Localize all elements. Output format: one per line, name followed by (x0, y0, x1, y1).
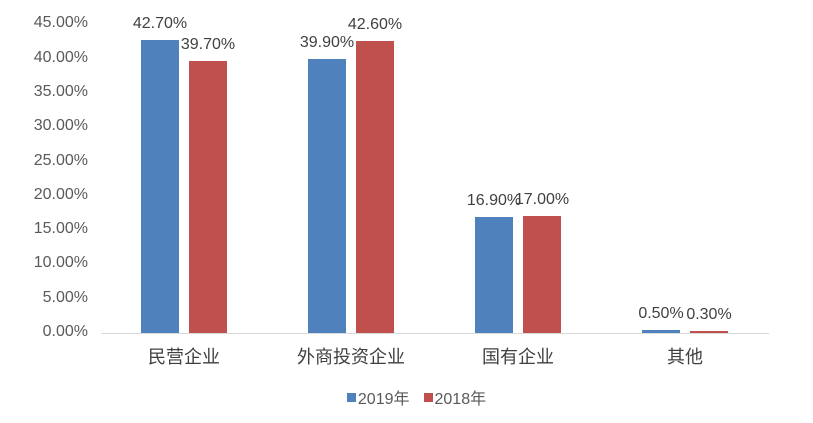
bar-2018年 (356, 40, 394, 333)
bar-2018年 (690, 330, 728, 333)
legend-item: 2019年 (346, 385, 410, 409)
x-axis-line (101, 333, 769, 334)
x-tick-label: 外商投资企业 (297, 347, 405, 367)
bar-2018年 (189, 60, 227, 333)
data-label: 16.90% (466, 192, 522, 210)
data-label: 0.30% (686, 305, 732, 323)
y-tick-label: 25.00% (33, 151, 88, 169)
bar-2019年 (475, 217, 513, 333)
data-label: 42.70% (132, 15, 188, 33)
y-tick-label: 20.00% (33, 185, 88, 203)
legend: 2019年 2018年 (0, 385, 813, 409)
legend-swatch-icon (346, 392, 356, 402)
y-tick-label: 30.00% (33, 117, 88, 135)
legend-swatch-icon (423, 392, 433, 402)
y-tick-label: 15.00% (33, 220, 88, 238)
legend-item: 2018年 (423, 385, 487, 409)
legend-label: 2018年 (434, 391, 487, 408)
bar-2019年 (642, 329, 680, 333)
bar-2019年 (308, 59, 346, 333)
data-label: 39.70% (180, 35, 236, 53)
y-tick-label: 45.00% (33, 14, 88, 32)
data-label: 39.90% (299, 34, 355, 52)
y-tick-label: 10.00% (33, 254, 88, 272)
y-tick-label: 35.00% (33, 82, 88, 100)
y-tick-label: 0.00% (42, 323, 88, 340)
y-tick-label: 40.00% (33, 48, 88, 66)
bar-2019年 (141, 40, 179, 333)
bar-2018年 (523, 216, 561, 333)
x-tick-label: 其他 (667, 347, 703, 367)
legend-label: 2019年 (357, 391, 410, 408)
y-tick-label: 5.00% (42, 288, 88, 306)
x-tick-label: 民营企业 (148, 347, 220, 367)
data-label: 42.60% (347, 15, 403, 33)
data-label: 17.00% (514, 191, 570, 209)
data-label: 0.50% (638, 304, 684, 322)
x-tick-label: 国有企业 (482, 347, 554, 367)
